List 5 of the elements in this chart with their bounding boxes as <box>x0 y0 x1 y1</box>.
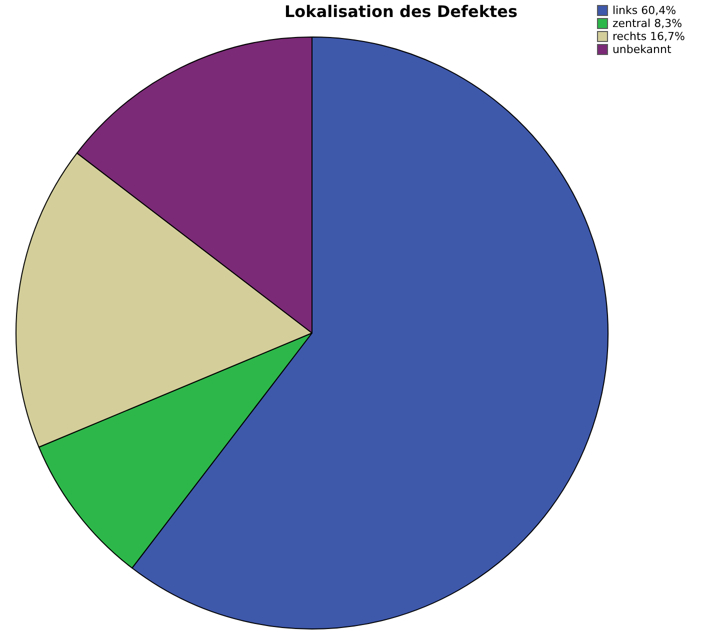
legend-label: zentral 8,3% <box>612 17 682 30</box>
legend-label: rechts 16,7% <box>612 30 685 43</box>
chart-title: Lokalisation des Defektes <box>284 2 518 21</box>
legend-label: links 60,4% <box>612 4 676 17</box>
legend-label: unbekannt <box>612 43 672 56</box>
